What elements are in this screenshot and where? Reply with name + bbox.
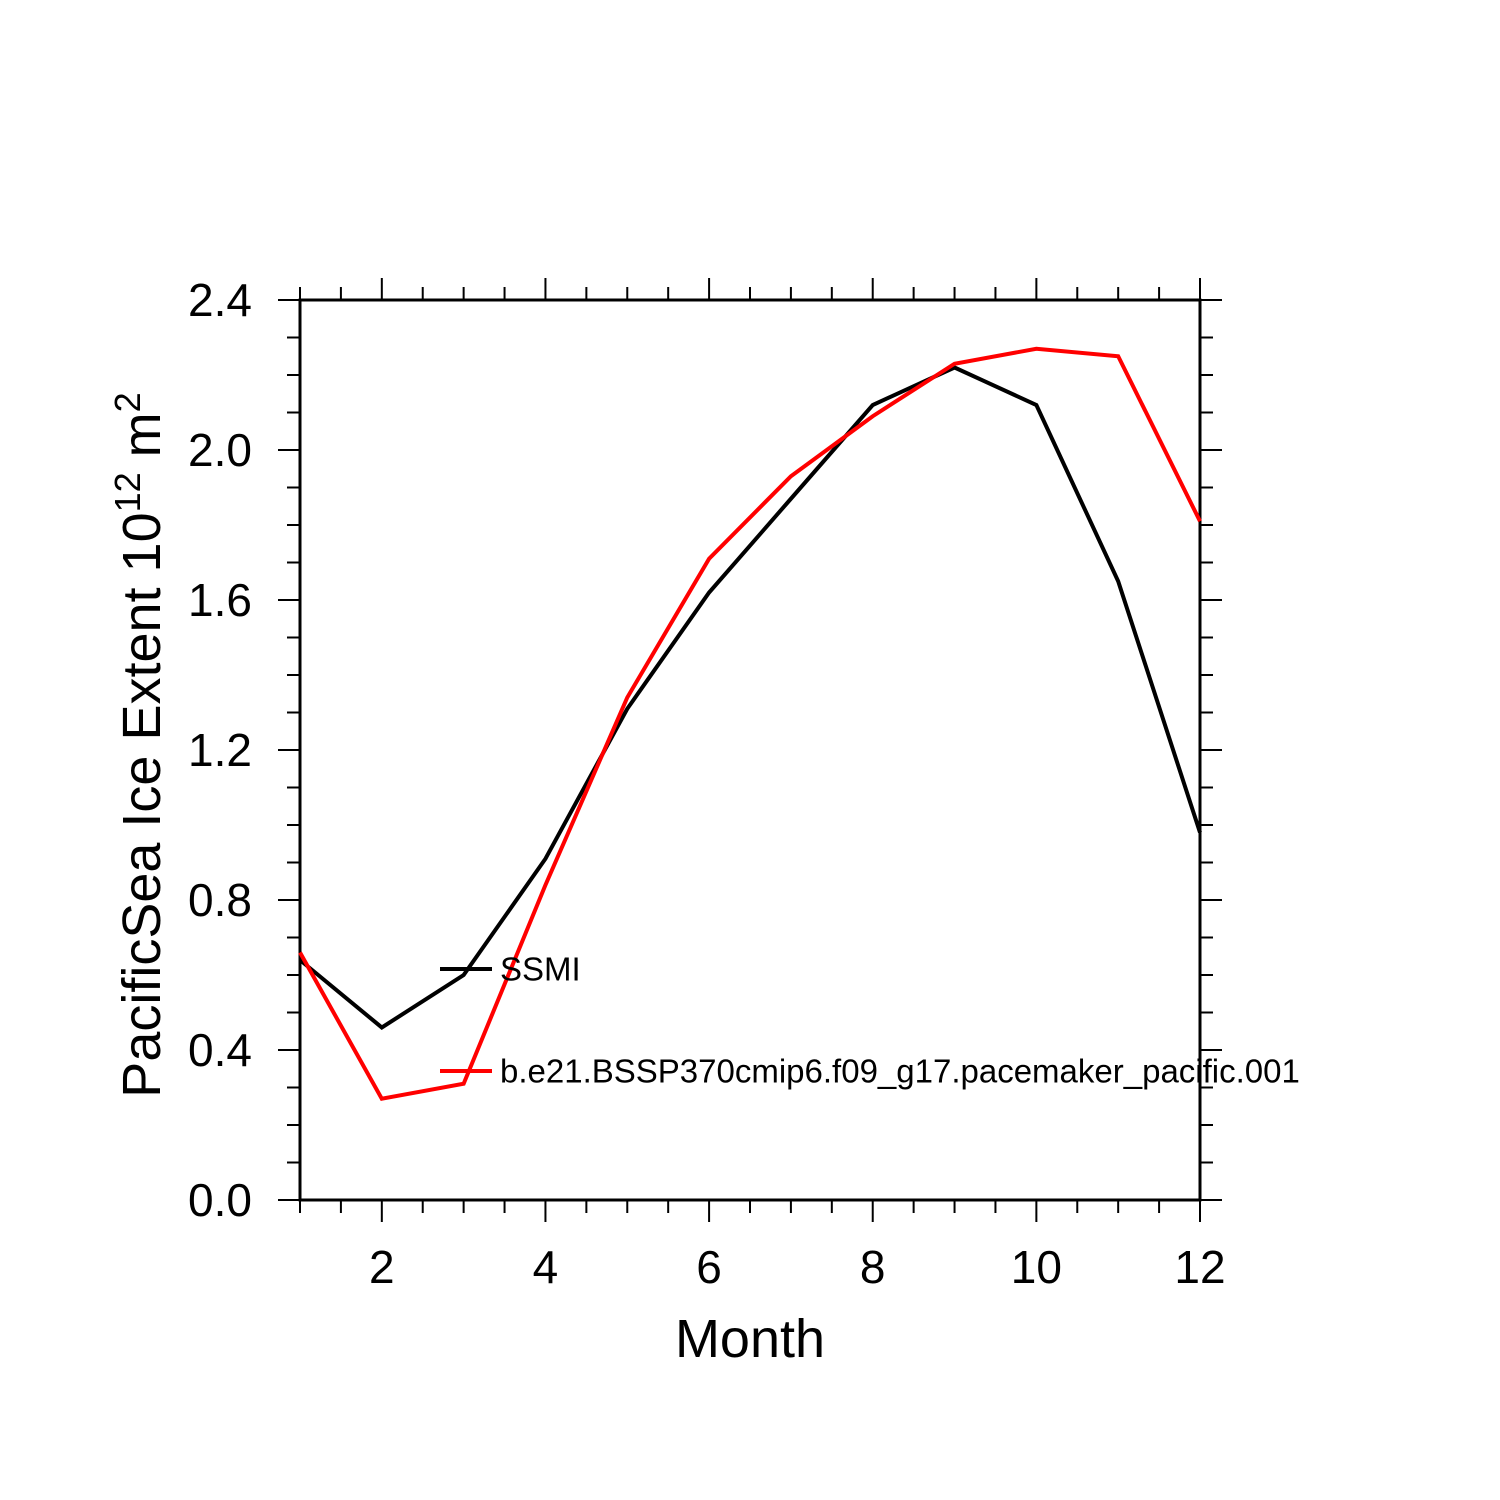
- x-tick-label: 6: [696, 1241, 722, 1293]
- x-tick-label: 2: [369, 1241, 395, 1293]
- y-axis-title-superscript: 2: [107, 392, 148, 412]
- y-tick-label: 0.4: [188, 1024, 252, 1076]
- series-line-model: [298, 346, 1202, 1101]
- y-tick-label: 2.4: [188, 274, 252, 326]
- axis-frame: [298, 298, 1202, 1202]
- y-tick-label: 1.2: [188, 724, 252, 776]
- y-axis-title-text: m: [112, 412, 172, 472]
- series-line-ssmi: [298, 365, 1202, 1030]
- y-tick-label: 0.8: [188, 874, 252, 926]
- y-tick-label: 0.0: [188, 1174, 252, 1226]
- plot-frame: [298, 298, 1202, 1202]
- x-tick-label: 12: [1174, 1241, 1225, 1293]
- y-axis-title: PacificSea Ice Extent 1012 m2: [107, 392, 172, 1097]
- x-axis-title: Month: [675, 1309, 825, 1369]
- legend-label: b.e21.BSSP370cmip6.f09_g17.pacemaker_pac…: [500, 1053, 1300, 1090]
- y-axis-title-text: PacificSea Ice Extent 10: [112, 512, 172, 1097]
- tick-labels: 2 4 6 8 10 12 0.0 0.4 0.8 1.2 1.6 2.0 2.4: [188, 274, 1226, 1293]
- axis-ticks: [278, 278, 1222, 1222]
- x-tick-label: 10: [1011, 1241, 1062, 1293]
- y-tick-label: 2.0: [188, 424, 252, 476]
- y-axis-title-superscript: 12: [107, 472, 148, 512]
- legend: SSMI b.e21.BSSP370cmip6.f09_g17.pacemaker…: [440, 951, 1300, 1090]
- legend-label: SSMI: [500, 951, 581, 988]
- y-tick-label: 1.6: [188, 574, 252, 626]
- x-tick-label: 4: [533, 1241, 559, 1293]
- data-series: [298, 346, 1202, 1101]
- x-tick-label: 8: [860, 1241, 886, 1293]
